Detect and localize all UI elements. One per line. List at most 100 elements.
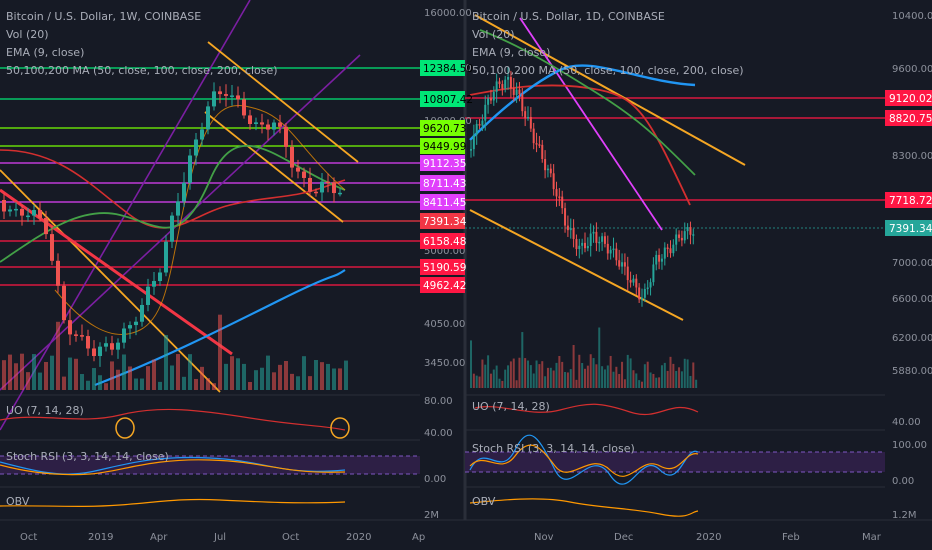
volume-bar	[206, 378, 210, 390]
volume-bar	[501, 380, 504, 388]
left-legend: Bitcoin / U.S. Dollar, 1W, COINBASE Vol …	[6, 10, 278, 77]
orange-channel-top	[207, 41, 359, 163]
right-uo-line	[474, 403, 699, 416]
volume-bar	[618, 373, 621, 388]
volume-bar	[481, 359, 484, 388]
volume-bar	[104, 383, 108, 390]
right-axis-tick: 5880.00	[892, 366, 932, 377]
right-price-axis[interactable]: 10400.00 9600.00 8300.00 7000.00 6600.00 6200…	[892, 11, 932, 377]
volume-bar	[308, 376, 312, 390]
candle-body	[544, 159, 547, 171]
candle-body	[98, 346, 102, 357]
volume-bar	[332, 368, 336, 390]
candle-body	[564, 208, 567, 226]
volume-bar	[658, 377, 661, 388]
volume-bar	[609, 355, 612, 388]
candle-body	[487, 98, 490, 105]
candle-body	[504, 79, 507, 89]
right-volume-bars	[470, 327, 698, 388]
candle-body	[176, 201, 180, 216]
volume-bar	[230, 356, 234, 390]
candle-body	[230, 95, 234, 97]
candle-body	[546, 168, 549, 171]
volume-bar	[652, 373, 655, 388]
volume-bar	[589, 354, 592, 388]
volume-bar	[296, 376, 300, 390]
left-ema: EMA (9, close)	[6, 46, 84, 59]
volume-bar	[254, 370, 258, 390]
volume-bar	[56, 321, 60, 390]
left-osc-tick: 0.00	[424, 474, 446, 485]
volume-bar	[272, 372, 276, 390]
right-price-tag	[885, 110, 932, 126]
candle-body	[649, 282, 652, 288]
candle-body	[68, 320, 72, 335]
volume-bar	[152, 359, 156, 390]
candle-body	[146, 286, 150, 305]
candle-body	[621, 262, 624, 267]
volume-bar	[290, 373, 294, 390]
candle-body	[296, 167, 300, 172]
candle-body	[524, 111, 527, 118]
volume-bar	[314, 359, 318, 390]
left-obv-label: OBV	[6, 495, 30, 508]
candle-body	[50, 234, 54, 261]
volume-bar	[566, 372, 569, 388]
candle-body	[683, 231, 686, 241]
candle-body	[104, 343, 108, 347]
candle-body	[314, 191, 318, 194]
volume-bar	[320, 362, 324, 390]
left-price-tag	[420, 155, 465, 171]
candle-body	[489, 98, 492, 101]
volume-bar	[218, 314, 222, 390]
volume-bar	[116, 369, 120, 390]
left-ma: 50,100,200 MA (50, close, 100, close, 20…	[6, 64, 278, 77]
right-price-tag	[885, 192, 932, 208]
right-osc-tick: 1.2M	[892, 510, 917, 521]
candle-body	[507, 77, 510, 80]
candle-body	[74, 334, 78, 336]
volume-bar	[158, 381, 162, 390]
candle-body	[56, 260, 60, 286]
left-time-axis[interactable]: Oct 2019 Apr Jul Oct 2020 Ap	[20, 532, 425, 543]
volume-bar	[344, 360, 348, 390]
candle-body	[549, 168, 552, 174]
right-price-tag	[885, 90, 932, 106]
volume-bar	[110, 361, 114, 390]
left-time-tick: Oct	[20, 532, 37, 543]
volume-bar	[615, 366, 618, 388]
volume-bar	[601, 366, 604, 388]
purple-channel-lower	[0, 0, 251, 431]
volume-bar	[641, 381, 643, 388]
candle-body	[302, 171, 306, 178]
volume-bar	[478, 376, 481, 388]
volume-bar	[549, 367, 552, 388]
candle-body	[326, 181, 330, 184]
left-price-tag	[420, 60, 465, 76]
candle-body	[569, 228, 572, 231]
volume-bar	[164, 335, 168, 390]
volume-bar	[692, 362, 695, 388]
left-price-tag	[420, 233, 465, 249]
candle-body	[140, 304, 144, 322]
volume-bar	[50, 355, 54, 390]
left-osc-tick: 80.00	[424, 396, 453, 407]
volume-bar	[575, 379, 578, 388]
candle-body	[512, 88, 515, 95]
volume-bar	[595, 364, 598, 388]
candle-body	[320, 181, 324, 193]
volume-bar	[128, 366, 132, 390]
volume-bar	[170, 365, 174, 390]
candle-body	[592, 231, 595, 234]
volume-bar	[338, 368, 342, 390]
left-price-tag	[420, 91, 465, 107]
volume-bar	[581, 363, 584, 388]
right-time-axis[interactable]: Nov Dec 2020 Feb Mar	[534, 532, 882, 543]
volume-bar	[98, 375, 102, 390]
left-price-tag-text: 9449.99	[423, 141, 466, 153]
volume-bar	[592, 358, 595, 388]
right-rsi-d	[469, 444, 699, 477]
right-price-tag-text: 7391.34	[889, 223, 932, 235]
left-price-tag	[420, 120, 465, 136]
